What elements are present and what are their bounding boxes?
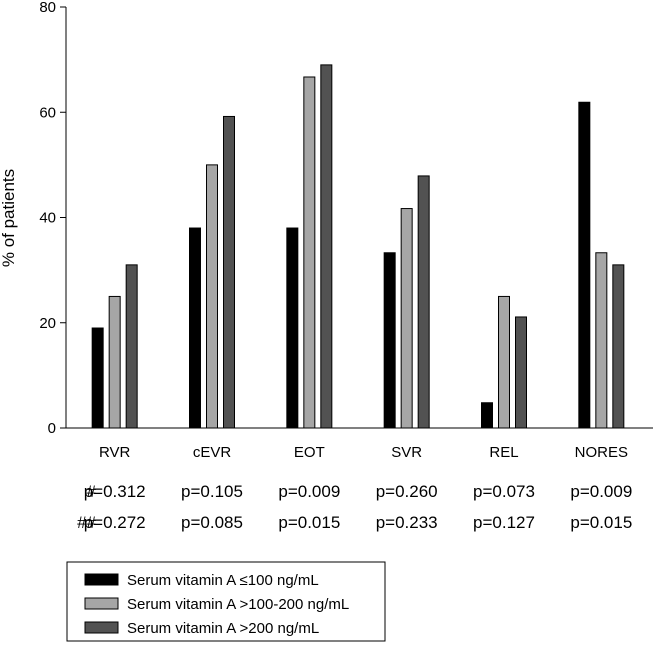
p-value: p=0.009 xyxy=(278,482,340,501)
y-tick-label: 40 xyxy=(39,210,56,227)
bar xyxy=(303,76,316,429)
bar xyxy=(223,115,235,429)
bar xyxy=(108,295,121,429)
bar xyxy=(91,327,104,429)
bar xyxy=(515,316,527,429)
bar xyxy=(125,264,138,429)
category-labels: RVR cEVR EOT SVR REL NORES xyxy=(99,444,628,461)
p-value: p=0.260 xyxy=(376,482,438,501)
p-value: p=0.015 xyxy=(570,513,632,532)
legend-label: Serum vitamin A >200 ng/mL xyxy=(127,620,319,637)
legend-box xyxy=(66,561,386,642)
bar xyxy=(612,264,625,429)
y-tick-label: 20 xyxy=(39,315,56,332)
p-value: p=0.073 xyxy=(473,482,535,501)
legend-label: Serum vitamin A ≤100 ng/mL xyxy=(127,572,319,589)
category-label: RVR xyxy=(99,444,131,461)
category-label: SVR xyxy=(391,444,422,461)
bar xyxy=(481,402,493,429)
bar xyxy=(595,252,608,429)
legend: Serum vitamin A ≤100 ng/mL Serum vitamin … xyxy=(66,561,386,642)
p-value: p=0.272 xyxy=(84,513,146,532)
bar xyxy=(417,175,430,429)
legend-label: Serum vitamin A >100-200 ng/mL xyxy=(127,596,349,613)
bar xyxy=(578,101,591,429)
category-label: NORES xyxy=(575,444,628,461)
bar xyxy=(206,164,218,429)
bar xyxy=(400,208,413,429)
legend-swatch xyxy=(84,573,119,586)
p-value-table: #p=0.312 p=0.105 p=0.009 p=0.260 p=0.073 p=0.… xyxy=(77,482,632,532)
y-tick-label: 0 xyxy=(48,420,56,437)
p-value: p=0.105 xyxy=(181,482,243,501)
p-value: p=0.127 xyxy=(473,513,535,532)
p-value: p=0.009 xyxy=(570,482,632,501)
bar xyxy=(383,252,396,429)
bar xyxy=(286,227,299,429)
p-value: p=0.015 xyxy=(278,513,340,532)
bar xyxy=(320,64,333,429)
y-tick-label: 60 xyxy=(39,104,56,121)
legend-swatch xyxy=(84,597,119,610)
p-row-marker: ## xyxy=(77,513,96,532)
p-value: p=0.085 xyxy=(181,513,243,532)
y-ticks: 0 20 40 60 80 xyxy=(39,0,66,437)
legend-swatch xyxy=(84,621,119,634)
y-axis-label: % of patients xyxy=(0,169,18,267)
y-tick-label: 80 xyxy=(39,0,56,16)
category-label: REL xyxy=(489,444,518,461)
bars xyxy=(91,64,625,429)
bar xyxy=(498,295,510,429)
category-label: EOT xyxy=(294,444,325,461)
axes xyxy=(65,7,653,429)
p-value: p=0.233 xyxy=(376,513,438,532)
bar xyxy=(189,227,201,429)
p-value: p=0.312 xyxy=(84,482,146,501)
p-row-marker: # xyxy=(87,482,97,501)
category-label: cEVR xyxy=(193,444,232,461)
